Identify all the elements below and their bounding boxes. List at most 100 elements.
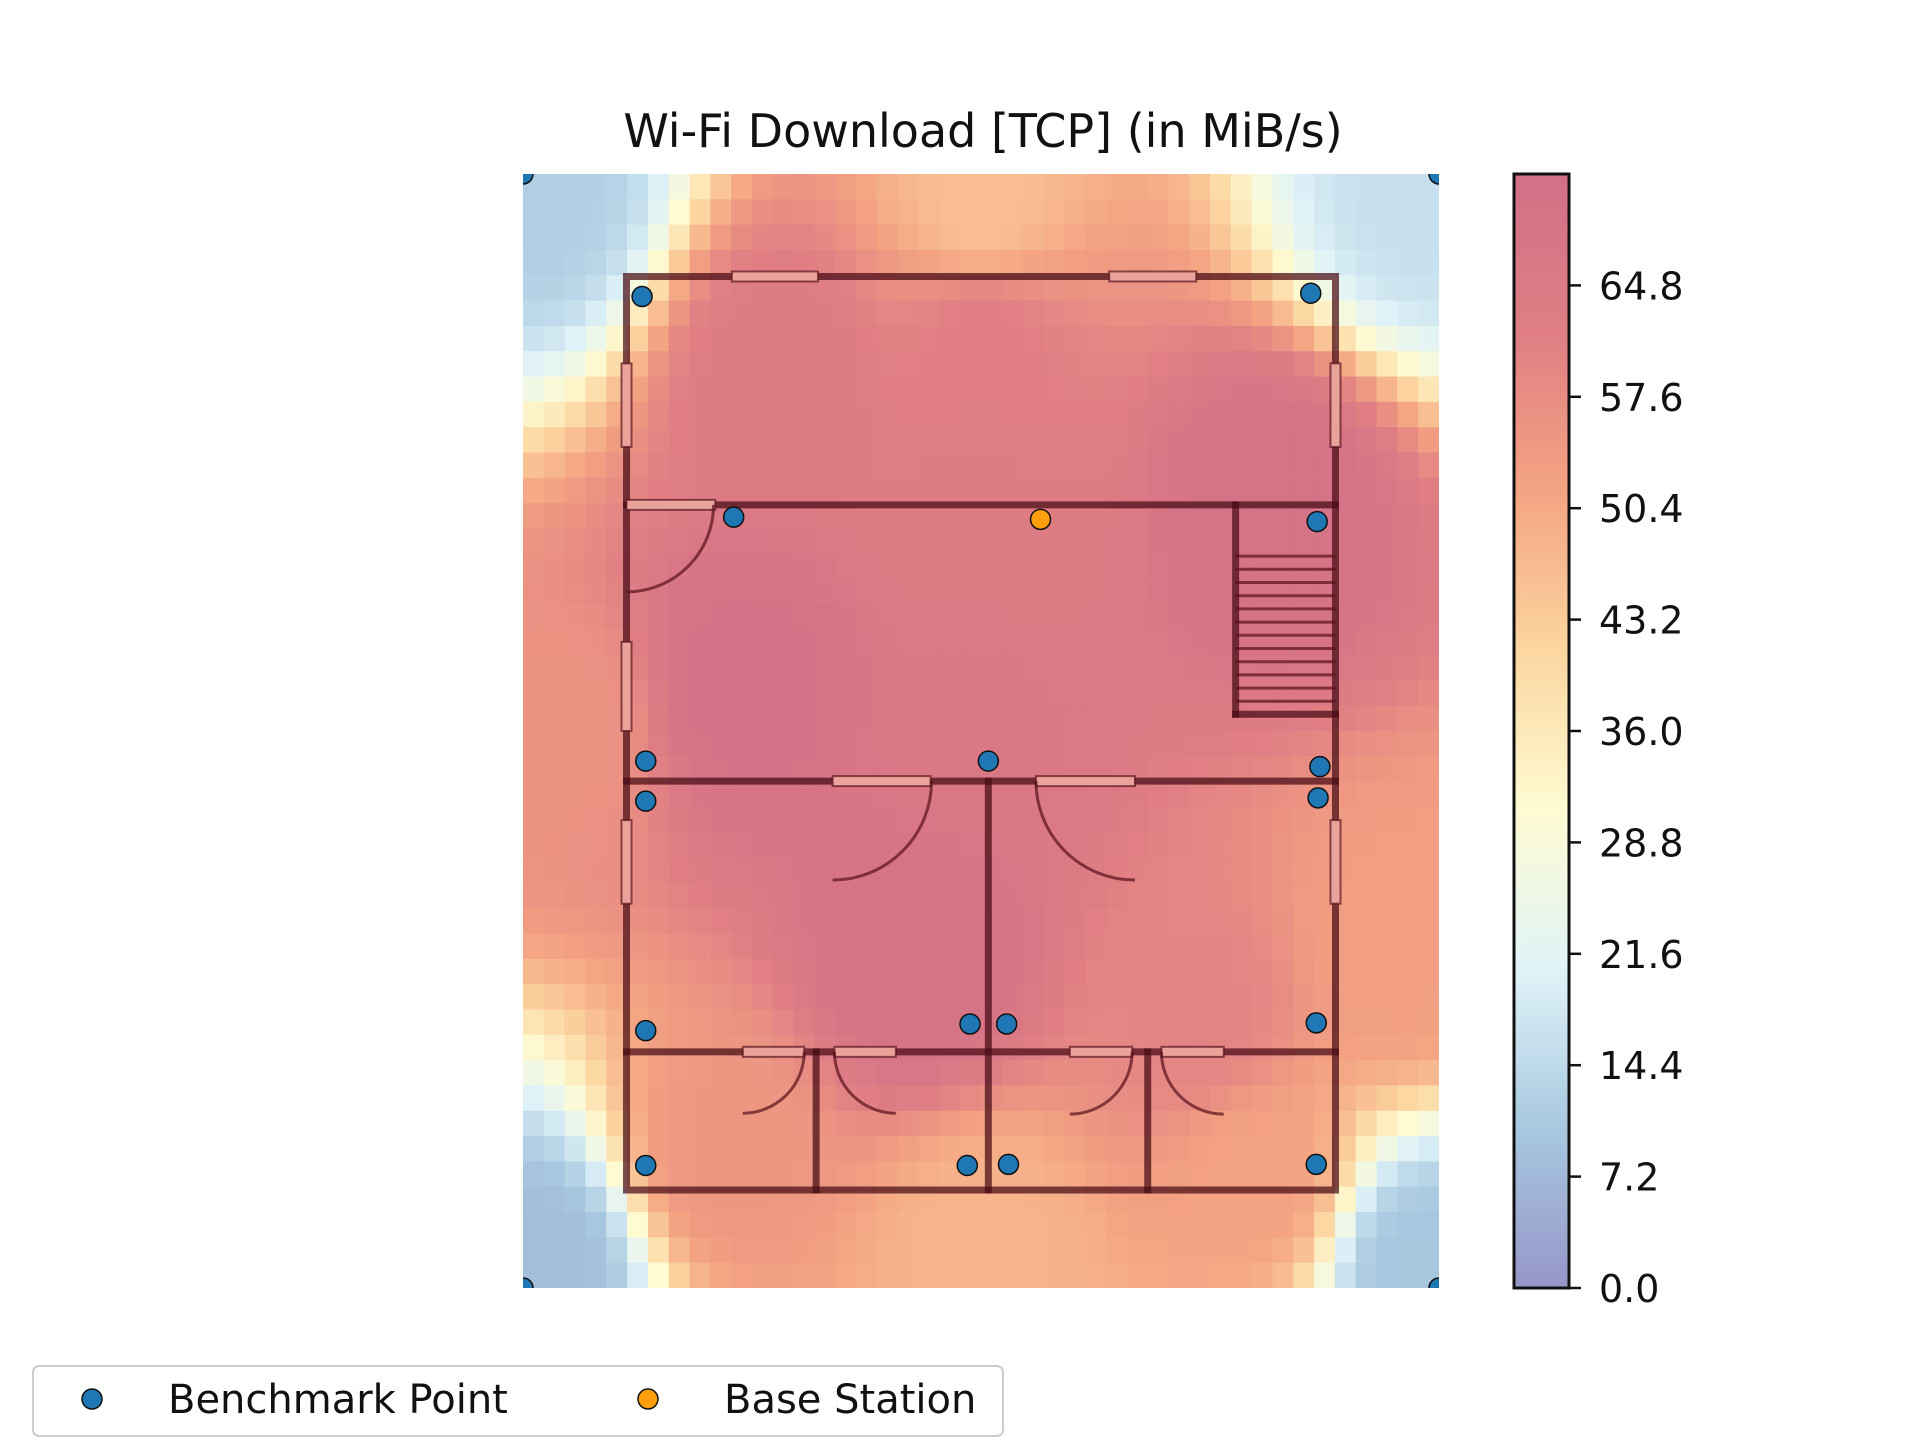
heatmap-cell xyxy=(1022,1237,1045,1264)
heatmap-cell xyxy=(1230,857,1253,884)
heatmap-cell xyxy=(939,1060,962,1087)
heatmap-cell xyxy=(585,401,608,429)
heatmap-cell xyxy=(1064,325,1086,353)
heatmap-cell xyxy=(731,376,753,403)
heatmap-cell xyxy=(731,832,753,859)
heatmap-cell xyxy=(731,680,753,707)
heatmap-cell xyxy=(1105,629,1128,656)
heatmap-cell xyxy=(1043,351,1066,378)
heatmap-cell xyxy=(752,756,774,783)
heatmap-cell xyxy=(1168,427,1191,454)
heatmap-cell xyxy=(1043,1110,1066,1137)
heatmap-cell xyxy=(627,452,649,479)
heatmap-cell xyxy=(1418,680,1439,707)
heatmap-cell xyxy=(564,806,587,834)
heatmap-cell xyxy=(564,1009,587,1036)
heatmap-cell xyxy=(1355,1161,1378,1188)
heatmap-cell xyxy=(689,1136,712,1163)
heatmap-cell xyxy=(918,933,941,960)
heatmap-cell xyxy=(1043,1161,1066,1188)
heatmap-cell xyxy=(960,857,982,884)
heatmap-cell xyxy=(960,275,982,302)
heatmap-cell xyxy=(1168,1161,1191,1188)
heatmap-cell xyxy=(793,249,816,277)
heatmap-cell xyxy=(1105,1136,1128,1163)
heatmap-cell xyxy=(981,680,1003,707)
heatmap-cell xyxy=(1334,908,1357,935)
heatmap-cell xyxy=(1272,806,1295,834)
heatmap-cell xyxy=(1272,1161,1295,1188)
heatmap-cell xyxy=(1189,1110,1211,1137)
heatmap-cell xyxy=(1043,655,1066,682)
heatmap-cell xyxy=(1064,908,1086,935)
heatmap-cell xyxy=(939,781,962,808)
heatmap-cell xyxy=(564,477,587,505)
heatmap-cell xyxy=(543,174,566,201)
heatmap-cell xyxy=(1147,933,1170,960)
heatmap-cell xyxy=(710,325,733,353)
benchmark-point xyxy=(1306,510,1328,533)
heatmap-cell xyxy=(876,1262,899,1288)
heatmap-cell xyxy=(1105,1110,1128,1137)
heatmap-cell xyxy=(1147,528,1170,555)
heatmap-cell xyxy=(1376,249,1399,277)
heatmap-cell xyxy=(1168,857,1191,884)
heatmap-cell xyxy=(647,477,670,505)
heatmap-cell xyxy=(1168,351,1191,378)
heatmap-cell xyxy=(1064,224,1086,251)
heatmap-cell xyxy=(1189,806,1211,834)
heatmap-cell xyxy=(1376,275,1399,302)
heatmap-cell xyxy=(668,958,691,986)
heatmap-cell xyxy=(1105,351,1128,378)
heatmap-cell xyxy=(876,680,899,707)
heatmap-cell xyxy=(793,351,816,378)
heatmap-cell xyxy=(1001,579,1024,606)
heatmap-cell xyxy=(856,1237,878,1264)
heatmap-cell xyxy=(772,351,795,378)
heatmap-cell xyxy=(1418,908,1439,935)
heatmap-cell xyxy=(1126,1237,1149,1264)
heatmap-cell xyxy=(876,1161,899,1188)
heatmap-cell xyxy=(752,705,774,732)
heatmap-cell xyxy=(835,806,857,834)
heatmap-cell xyxy=(1418,1161,1439,1188)
heatmap-cell xyxy=(835,325,857,353)
heatmap-cell xyxy=(689,224,712,251)
heatmap-cell xyxy=(1314,731,1336,758)
heatmap-cell xyxy=(939,756,962,783)
heatmap-cell xyxy=(1210,731,1232,758)
heatmap-cell xyxy=(564,199,587,226)
heatmap-cell xyxy=(856,249,878,277)
heatmap-cell xyxy=(1147,1136,1170,1163)
heatmap-cell xyxy=(1022,933,1045,960)
heatmap-cell xyxy=(689,553,712,580)
heatmap-cell xyxy=(543,629,566,656)
heatmap-cell xyxy=(710,1262,733,1288)
heatmap-cell xyxy=(689,781,712,808)
heatmap-cell xyxy=(689,1009,712,1036)
heatmap-cell xyxy=(981,477,1003,505)
heatmap-cell xyxy=(1355,477,1378,505)
heatmap-cell xyxy=(772,933,795,960)
heatmap-cell xyxy=(731,1237,753,1264)
heatmap-cell xyxy=(1147,680,1170,707)
heatmap-cell xyxy=(1105,1262,1128,1288)
heatmap-cell xyxy=(689,1161,712,1188)
heatmap-cell xyxy=(523,604,545,631)
heatmap-cell xyxy=(710,477,733,505)
heatmap-cell xyxy=(1230,224,1253,251)
window-opening xyxy=(831,775,932,788)
heatmap-cell xyxy=(1043,806,1066,834)
heatmap-cell xyxy=(668,680,691,707)
heatmap-cell xyxy=(1314,249,1336,277)
heatmap-cell xyxy=(523,199,545,226)
heatmap-cell xyxy=(606,579,628,606)
heatmap-cell xyxy=(814,1136,837,1163)
heatmap-cell xyxy=(647,427,670,454)
heatmap-cell xyxy=(1251,604,1274,631)
heatmap-cell xyxy=(1168,731,1191,758)
heatmap-cell xyxy=(1334,731,1357,758)
heatmap-cell xyxy=(1043,452,1066,479)
heatmap-cell xyxy=(897,401,920,429)
heatmap-cell xyxy=(1230,401,1253,429)
